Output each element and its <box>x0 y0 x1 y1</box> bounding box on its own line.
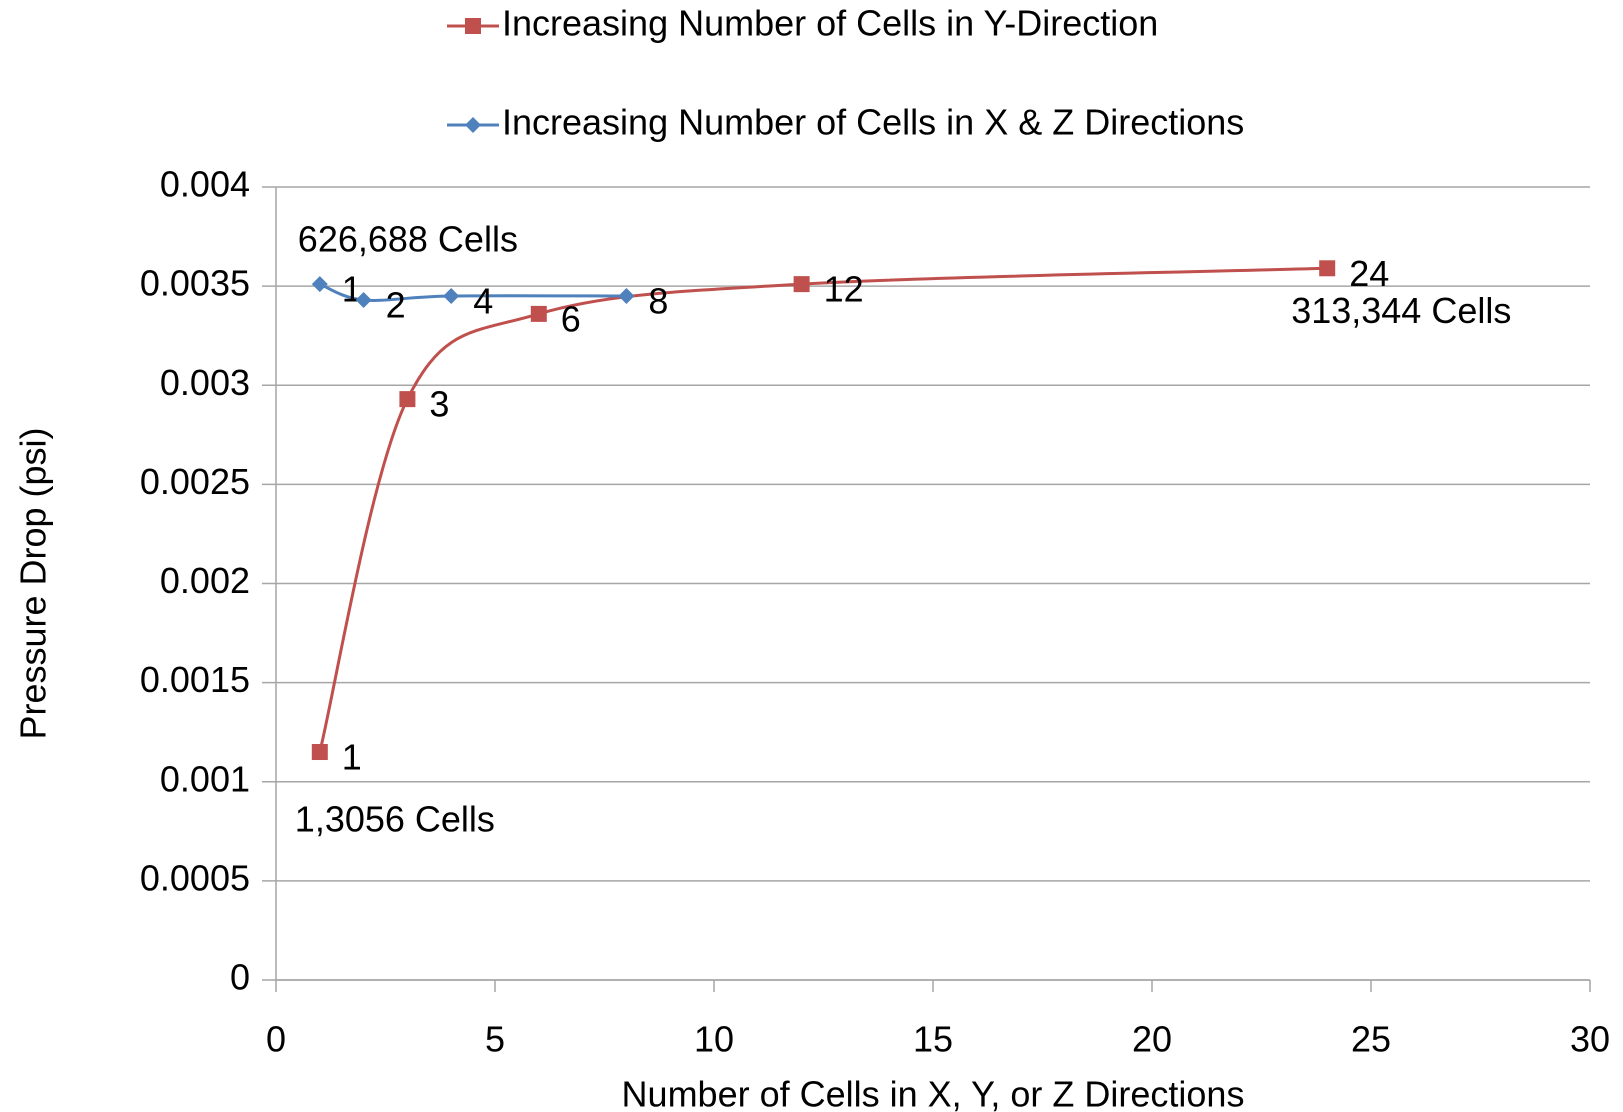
y-tick-label: 0.0015 <box>140 659 250 700</box>
marker <box>530 305 547 322</box>
y-axis-title: Pressure Drop (psi) <box>13 427 54 739</box>
x-tick-label: 30 <box>1570 1019 1610 1060</box>
marker <box>399 391 416 408</box>
marker <box>311 744 328 761</box>
data-label: 1 <box>342 269 362 310</box>
y-tick-label: 0.004 <box>160 164 250 205</box>
y-tick-label: 0.0005 <box>140 857 250 898</box>
x-tick-label: 15 <box>913 1019 953 1060</box>
y-tick-label: 0.002 <box>160 560 250 601</box>
data-label: 6 <box>561 298 581 339</box>
y-tick-label: 0 <box>230 957 250 998</box>
data-label: 2 <box>386 285 406 326</box>
x-tick-label: 10 <box>694 1019 734 1060</box>
y-tick-label: 0.0025 <box>140 461 250 502</box>
legend-marker <box>465 117 481 133</box>
marker <box>443 288 460 305</box>
x-tick-label: 5 <box>485 1019 505 1060</box>
x-tick-label: 25 <box>1351 1019 1391 1060</box>
y-tick-label: 0.003 <box>160 362 250 403</box>
marker <box>1319 260 1336 277</box>
data-label: 8 <box>648 281 668 322</box>
series-line <box>319 282 627 302</box>
x-tick-label: 20 <box>1132 1019 1172 1060</box>
y-tick-label: 0.001 <box>160 758 250 799</box>
x-axis-title: Number of Cells in X, Y, or Z Directions <box>622 1074 1245 1112</box>
annotation: 1,3056 Cells <box>295 799 495 840</box>
data-label: 12 <box>824 269 864 310</box>
legend-label: Increasing Number of Cells in X & Z Dire… <box>502 102 1244 143</box>
y-tick-label: 0.0035 <box>140 263 250 304</box>
data-label: 1 <box>342 737 362 778</box>
annotation: 313,344 Cells <box>1291 290 1511 331</box>
annotation: 626,688 Cells <box>298 219 518 260</box>
marker <box>311 276 328 293</box>
data-label: 3 <box>429 384 449 425</box>
data-label: 24 <box>1349 253 1389 294</box>
series-line <box>318 266 1328 753</box>
marker <box>355 292 372 309</box>
legend-marker <box>465 18 481 34</box>
marker <box>793 276 810 293</box>
marker <box>618 288 635 305</box>
data-label: 4 <box>473 281 493 322</box>
x-tick-label: 0 <box>266 1019 286 1060</box>
legend-label: Increasing Number of Cells in Y-Directio… <box>502 3 1158 44</box>
